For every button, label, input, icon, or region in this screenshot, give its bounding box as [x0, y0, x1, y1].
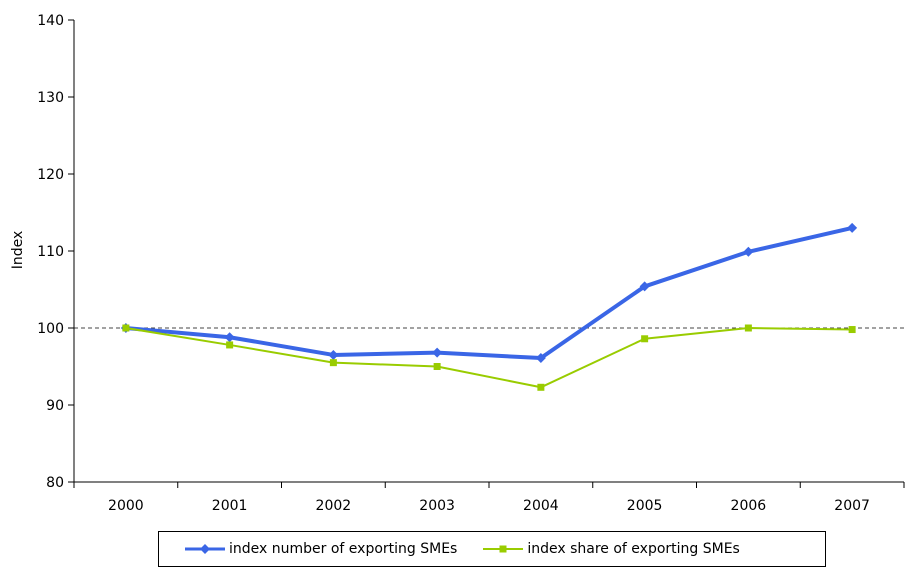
data-point-square: [329, 359, 337, 367]
data-point-diamond: [535, 353, 546, 364]
data-point-square: [433, 363, 441, 370]
labels: Index: [10, 231, 26, 270]
x-tick-label: 2003: [419, 498, 455, 514]
y-tick-label: 90: [46, 398, 64, 414]
data-point-square: [744, 324, 752, 332]
x-tick-label: 2002: [316, 498, 352, 514]
x-tick-label: 2004: [523, 498, 559, 514]
x-tick-label: 2001: [212, 498, 248, 514]
legend-swatch-share: [483, 545, 524, 553]
x-tick-label: 2006: [731, 498, 767, 514]
data-point-diamond: [224, 332, 235, 343]
legend-label-share: index share of exporting SMEs: [527, 541, 740, 557]
data-point-diamond: [743, 246, 754, 257]
data-point-diamond: [432, 347, 443, 358]
data-point-square: [537, 383, 545, 391]
y-tick-label: 110: [37, 244, 64, 260]
x-tick-label: 2000: [108, 498, 144, 514]
legend: index number of exporting SMEs index sha…: [158, 531, 826, 567]
data-point-diamond: [639, 281, 650, 292]
data-point-square: [848, 326, 856, 334]
data-point-diamond: [328, 349, 339, 360]
series-2: [122, 324, 856, 391]
legend-item-number: index number of exporting SMEs: [185, 541, 457, 557]
legend-swatch-number: [185, 544, 225, 554]
line-chart: 80 90 100 110 120 130 140 2000 2001 2002 2003 2004 2…: [10, 13, 905, 514]
axes: 80 90 100 110 120 130 140 2000 2001 2002 2003 2004 2…: [37, 13, 905, 514]
x-tick-label: 2005: [627, 498, 663, 514]
y-tick-label: 100: [37, 321, 64, 337]
y-tick-label: 80: [46, 475, 64, 491]
series-1: [120, 222, 858, 364]
y-tick-label: 120: [37, 167, 64, 183]
y-axis-label: Index: [10, 231, 26, 270]
y-tick-label: 130: [37, 90, 64, 106]
data-point-square: [641, 335, 649, 343]
series-line: [125, 225, 853, 361]
series-layer: [120, 222, 858, 391]
legend-label-number: index number of exporting SMEs: [229, 541, 458, 557]
legend-item-share: index share of exporting SMEs: [483, 541, 740, 557]
y-tick-label: 140: [37, 13, 64, 29]
series-line: [125, 327, 853, 389]
data-point-square: [122, 324, 130, 332]
x-tick-label: 2007: [834, 498, 870, 514]
data-point-diamond: [847, 222, 858, 233]
data-point-square: [226, 341, 234, 349]
